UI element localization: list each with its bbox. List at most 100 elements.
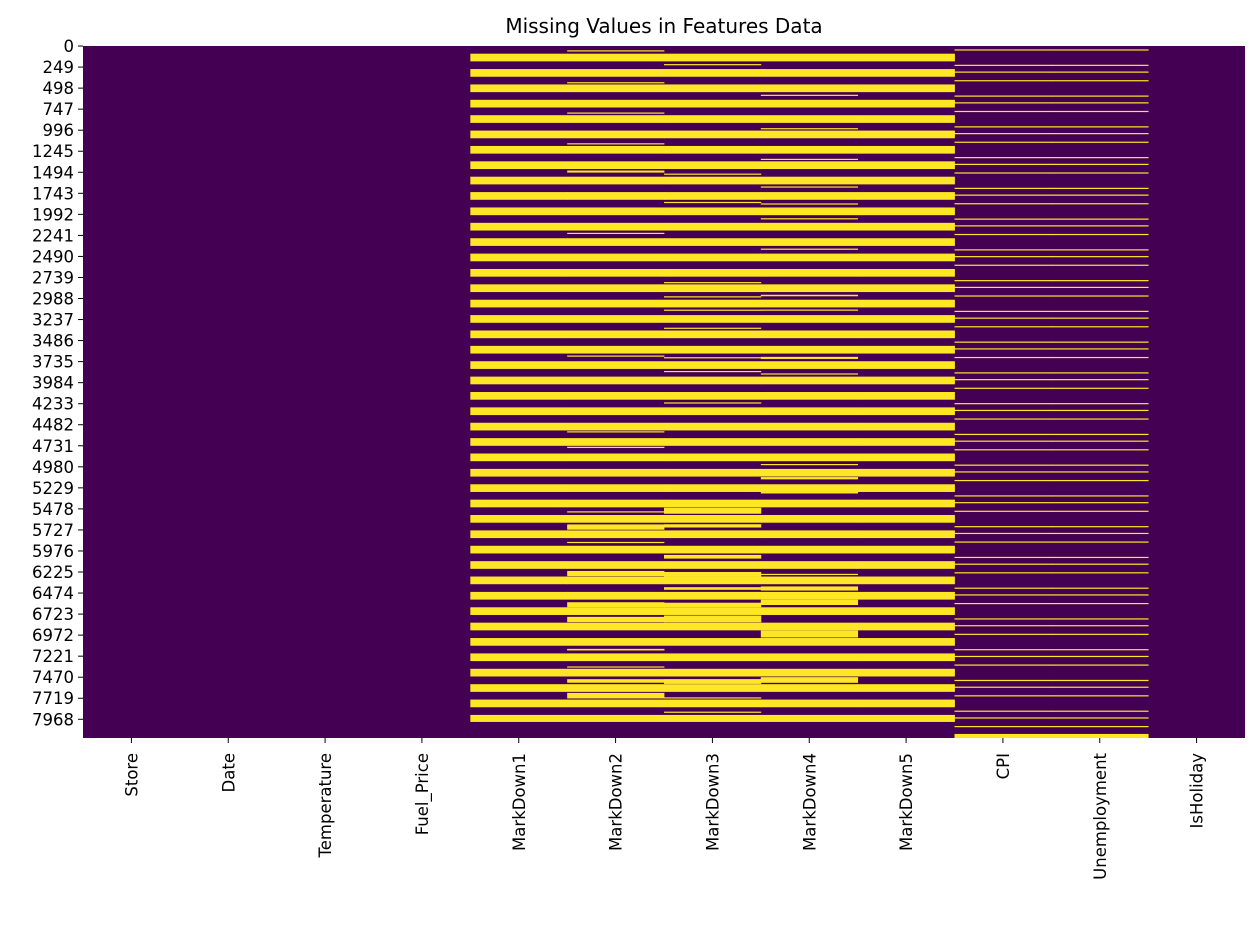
markdown4-missing-band	[760, 268, 859, 277]
markdown2-missing-band	[567, 192, 665, 200]
markdown1-missing-band	[470, 222, 568, 231]
markdown3-missing-band	[664, 684, 762, 692]
markdown2-missing-band	[567, 222, 665, 231]
markdown1-missing-band	[470, 161, 568, 170]
markdown5-missing-band	[857, 561, 955, 569]
y-tick-label: 2241	[32, 226, 74, 245]
markdown4-missing-band	[760, 561, 859, 569]
markdown4-missing-band	[760, 653, 859, 662]
markdown1-missing-band	[470, 238, 568, 246]
markdown4-missing-band	[760, 192, 859, 200]
unemployment-missing-line	[1051, 310, 1149, 312]
cpi-missing-line	[954, 341, 1052, 343]
markdown4-missing-band	[760, 130, 859, 139]
markdown5-missing-band	[857, 392, 955, 400]
cpi-missing-line	[954, 587, 1052, 589]
markdown3-missing-band	[664, 622, 762, 631]
markdown4-missing-band	[760, 315, 859, 323]
markdown4-missing-band	[760, 222, 859, 231]
unemployment-missing-line	[1051, 502, 1149, 504]
markdown2-missing-band	[567, 232, 665, 235]
markdown4-missing-band	[760, 407, 859, 416]
markdown2-missing-band	[567, 431, 665, 433]
markdown4-missing-band	[760, 186, 859, 188]
markdown1-missing-band	[470, 192, 568, 200]
markdown5-missing-band	[857, 53, 955, 62]
markdown2-missing-band	[567, 515, 665, 523]
y-tick-label: 4482	[32, 416, 74, 435]
unemployment-missing-line	[1051, 233, 1149, 236]
markdown5-missing-band	[857, 268, 955, 277]
unemployment-missing-line	[1051, 409, 1149, 412]
markdown5-missing-band	[857, 699, 955, 708]
y-tick-label: 1245	[32, 142, 74, 161]
markdown4-missing-band	[760, 422, 859, 431]
unemployment-missing-line	[1051, 203, 1149, 205]
markdown4-missing-band	[760, 145, 859, 154]
markdown4-missing-band	[760, 361, 859, 369]
markdown2-missing-band	[567, 499, 665, 508]
markdown1-missing-band	[470, 376, 568, 385]
markdown5-missing-band	[857, 238, 955, 246]
markdown2-missing-band	[567, 170, 665, 173]
markdown2-missing-band	[567, 176, 665, 185]
markdown3-missing-band	[664, 327, 762, 329]
markdown2-missing-band	[567, 422, 665, 431]
markdown3-missing-band	[664, 84, 762, 93]
unemployment-missing-line	[1051, 649, 1149, 651]
y-tick-label: 4731	[32, 437, 74, 456]
markdown5-missing-band	[857, 422, 955, 431]
unemployment-missing-line	[1051, 163, 1149, 165]
cpi-missing-line	[954, 556, 1052, 559]
markdown3-missing-band	[664, 130, 762, 139]
markdown3-missing-band	[664, 499, 762, 508]
markdown5-missing-band	[857, 222, 955, 231]
markdown3-missing-band	[664, 376, 762, 385]
markdown2-missing-band	[567, 530, 665, 539]
markdown2-missing-band	[567, 115, 665, 123]
markdown1-missing-band	[470, 684, 568, 692]
markdown5-missing-band	[857, 407, 955, 416]
y-tick-label: 7221	[32, 647, 74, 666]
markdown2-missing-band	[567, 268, 665, 277]
markdown2-missing-band	[567, 438, 665, 446]
y-tick-label: 1494	[32, 163, 74, 182]
markdown5-missing-band	[857, 69, 955, 77]
markdown5-missing-band	[857, 376, 955, 385]
markdown4-missing-band	[760, 373, 859, 375]
markdown4-missing-band	[760, 299, 859, 308]
markdown1-missing-band	[470, 315, 568, 323]
markdown3-missing-band	[664, 524, 762, 528]
markdown1-missing-band	[470, 284, 568, 293]
markdown5-missing-band	[857, 453, 955, 462]
cpi-missing-line	[954, 695, 1052, 697]
cpi-missing-line	[954, 256, 1052, 258]
unemployment-missing-line	[1051, 625, 1149, 627]
cpi-missing-line	[954, 479, 1052, 482]
y-tick-label: 1743	[32, 184, 74, 203]
cpi-missing-line	[954, 326, 1052, 328]
cpi-missing-line	[954, 194, 1052, 196]
markdown2-missing-band	[567, 99, 665, 108]
markdown2-missing-band	[567, 484, 665, 492]
unemployment-missing-line	[1051, 280, 1149, 282]
unemployment-missing-line	[1051, 102, 1149, 104]
unemployment-missing-line	[1051, 194, 1149, 196]
markdown3-missing-band	[664, 561, 762, 569]
markdown3-missing-band	[664, 620, 762, 622]
markdown3-missing-band	[664, 402, 762, 404]
unemployment-missing-line	[1051, 256, 1149, 258]
markdown4-missing-band	[760, 586, 859, 591]
unemployment-missing-line	[1051, 133, 1149, 135]
markdown2-missing-band	[567, 453, 665, 462]
unemployment-missing-line	[1051, 218, 1149, 220]
markdown4-missing-band	[760, 678, 859, 680]
markdown5-missing-band	[857, 84, 955, 93]
x-tick-label: Fuel_Price	[413, 753, 433, 835]
unemployment-missing-line	[1051, 64, 1149, 66]
markdown1-missing-band	[470, 453, 568, 462]
markdown5-missing-band	[857, 607, 955, 615]
unemployment-missing-line	[1051, 602, 1149, 605]
y-tick-label: 2988	[32, 290, 74, 309]
x-tick-label: Unemployment	[1091, 752, 1110, 879]
